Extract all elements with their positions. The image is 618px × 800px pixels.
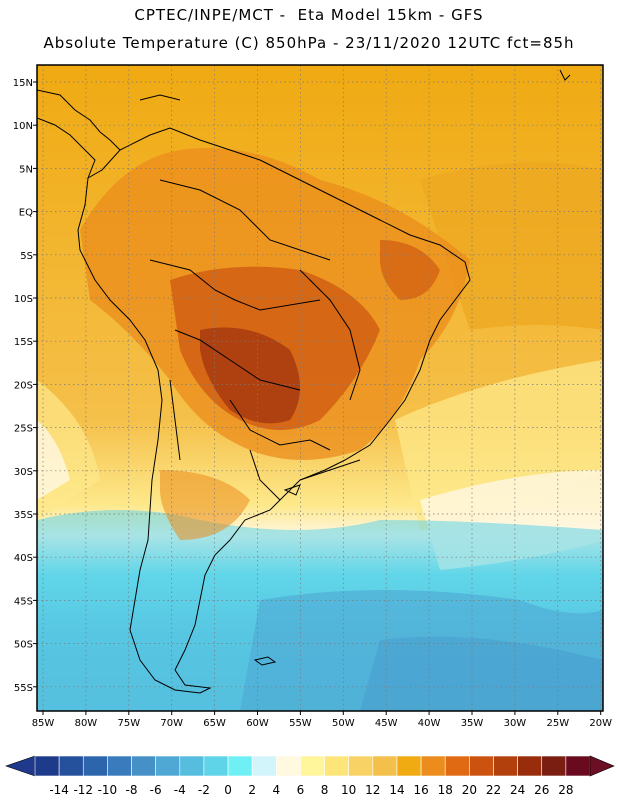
- colorbar-tick-label: 4: [272, 783, 280, 797]
- colorbar-swatch: [251, 755, 277, 777]
- colorbar-swatch: [34, 755, 60, 777]
- latitude-labels: 15N 10N 5N EQ 5S 10S 15S 20S 25S 30S 35S 40S 45S 50S 5…: [13, 78, 37, 694]
- colorbar-swatch: [131, 755, 156, 777]
- colorbar-tick-label: -6: [150, 783, 162, 797]
- lat-label: 20S: [14, 380, 33, 391]
- lon-label: 70W: [160, 718, 183, 729]
- lon-label: 60W: [246, 718, 269, 729]
- colorbar-tick-label: 20: [462, 783, 477, 797]
- lat-label: 45S: [14, 596, 33, 607]
- lat-label: 35S: [14, 510, 33, 521]
- lon-label: 25W: [546, 718, 569, 729]
- colorbar-tick-label: -8: [126, 783, 138, 797]
- colorbar-tick-label: 16: [413, 783, 428, 797]
- colorbar-tick-labels: -14 -12 -10 -8 -6 -4 -2 0 2 4 6 8 10 12 14 16 18 20 22 24 26…: [49, 783, 573, 797]
- lat-label: 10S: [14, 294, 33, 305]
- lat-label: 15S: [14, 337, 33, 348]
- colorbar-tick-label: -10: [98, 783, 118, 797]
- colorbar-tick-label: 18: [438, 783, 453, 797]
- colorbar-tick-label: 10: [341, 783, 356, 797]
- colorbar-tick-label: 28: [558, 783, 573, 797]
- temperature-field: [37, 65, 603, 711]
- colorbar-swatch: [396, 755, 422, 777]
- colorbar-swatch: [372, 755, 398, 777]
- lon-label: 35W: [461, 718, 484, 729]
- lon-label: 75W: [117, 718, 140, 729]
- colorbar-tick-label: -14: [49, 783, 69, 797]
- colorbar-swatch: [107, 755, 132, 777]
- colorbar-tick-label: 8: [321, 783, 329, 797]
- colorbar-swatch: [565, 755, 591, 777]
- lat-label: 25S: [14, 424, 33, 435]
- lat-label: 30S: [14, 467, 33, 478]
- coastlines: [37, 69, 571, 694]
- lon-label: 65W: [203, 718, 226, 729]
- colorbar-tick-label: 6: [297, 783, 305, 797]
- colorbar-tick-label: -4: [174, 783, 186, 797]
- lat-label: 5S: [20, 251, 33, 262]
- lat-label: 10N: [13, 121, 33, 132]
- lat-label: 55S: [14, 683, 33, 694]
- colorbar-tick-label: 12: [365, 783, 380, 797]
- colorbar-swatch: [444, 755, 470, 777]
- colorbar-tick-label: 2: [248, 783, 256, 797]
- colorbar-tick-label: 24: [510, 783, 525, 797]
- lon-label: 20W: [589, 718, 612, 729]
- colorbar-swatch: [541, 755, 567, 777]
- lat-label: 50S: [14, 640, 33, 651]
- colorbar-swatch: [179, 755, 205, 777]
- lon-label: 80W: [75, 718, 98, 729]
- lon-label: 50W: [332, 718, 355, 729]
- colorbar-tick-label: 26: [534, 783, 549, 797]
- colorbar-swatch: [469, 755, 494, 777]
- colorbar-swatch: [276, 755, 301, 777]
- longitude-labels: 85W 80W 75W 70W 65W 60W 55W 50W 45W 40W 35W 30W 25W 2…: [32, 711, 612, 729]
- lon-label: 45W: [375, 718, 398, 729]
- colorbar-swatch: [517, 755, 543, 777]
- colorbar-swatch: [324, 755, 349, 777]
- lon-label: 40W: [418, 718, 441, 729]
- colorbar-low-arrow: [5, 755, 36, 777]
- colorbar-tick-label: 22: [486, 783, 501, 797]
- colorbar-high-arrow: [589, 755, 615, 777]
- lat-label: 15N: [13, 78, 33, 89]
- colorbar-swatch: [300, 755, 325, 777]
- map-title-line1: CPTEC/INPE/MCT - Eta Model 15km - GFS: [134, 6, 484, 24]
- colorbar: [5, 755, 615, 777]
- lat-label: EQ: [19, 208, 33, 219]
- colorbar-swatch: [227, 755, 253, 777]
- colorbar-tick-label: 14: [389, 783, 404, 797]
- lat-label: 40S: [14, 553, 33, 564]
- lon-label: 30W: [504, 718, 527, 729]
- colorbar-swatch: [420, 755, 446, 777]
- map-frame: [36, 64, 604, 712]
- colorbar-tick-label: -2: [198, 783, 210, 797]
- colorbar-swatch: [348, 755, 374, 777]
- colorbar-swatch: [58, 755, 84, 777]
- map-title-line2: Absolute Temperature (C) 850hPa - 23/11/…: [43, 34, 575, 52]
- colorbar-swatch: [82, 755, 108, 777]
- lat-label: 5N: [19, 164, 33, 175]
- colorbar-tick-label: -12: [73, 783, 93, 797]
- colorbar-swatch: [493, 755, 518, 777]
- lon-label: 55W: [289, 718, 312, 729]
- colorbar-swatch: [203, 755, 229, 777]
- colorbar-swatch: [155, 755, 181, 777]
- colorbar-tick-label: 0: [224, 783, 232, 797]
- lon-label: 85W: [32, 718, 55, 729]
